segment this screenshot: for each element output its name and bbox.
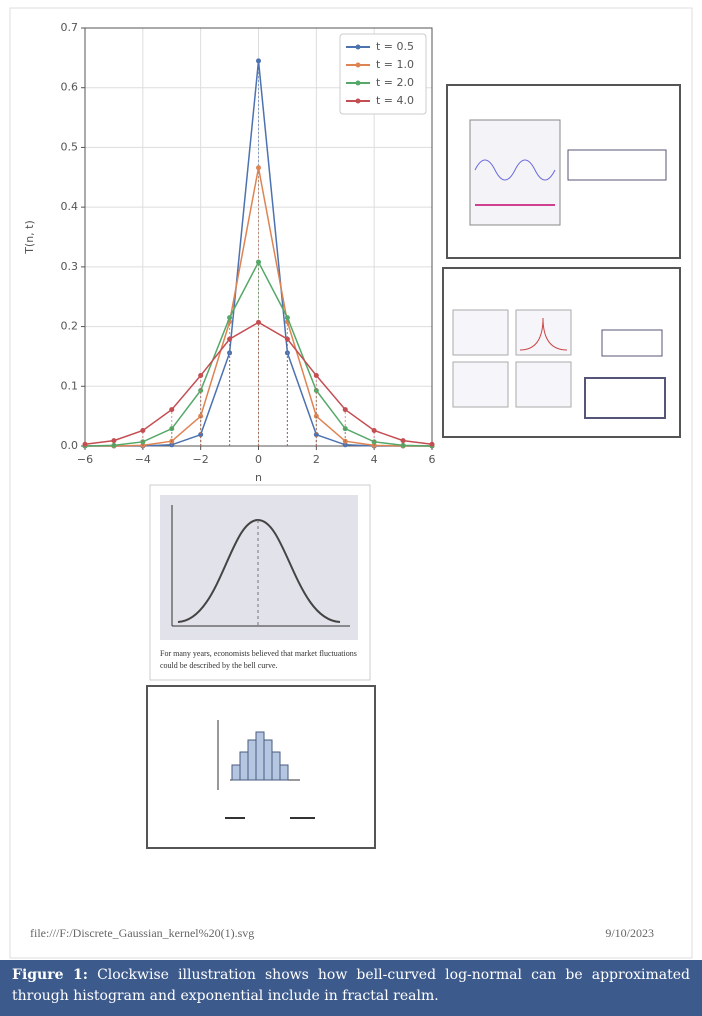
panel-graph [469,119,561,226]
y-tick-label: 0.4 [61,200,79,213]
marker [256,58,261,64]
marker [198,373,204,379]
y-tick-label: 0.5 [61,140,79,153]
marker [256,319,261,325]
legend-marker [355,80,361,86]
panel-formula [601,329,663,357]
x-tick-label: 4 [371,453,378,466]
panel-formula [567,149,667,181]
legend-label: t = 1.0 [376,58,414,71]
marker [227,315,233,321]
y-tick-label: 0.1 [61,379,79,392]
marker [256,165,261,171]
inset-caption: For many years, economists believed that… [160,649,357,670]
panel-graph [452,309,509,356]
legend-label: t = 4.0 [376,94,414,107]
legend-marker [355,98,361,104]
marker [313,432,319,438]
y-tick-label: 0.7 [61,21,79,34]
marker [82,441,88,447]
figure: 0.0 0.1 0.2 0.3 0.4 0.5 0.6 0.7 −6 −4 −2 0 2 4 6 n T(n, … [9,7,693,959]
y-tick-label: 0.2 [61,320,79,333]
panel-formula [584,377,666,419]
panel-curve [474,159,556,181]
marker [169,407,175,413]
caption-label: Figure 1: [12,967,88,983]
file-path: file:///F:/Discrete_Gaussian_kernel%20(1… [30,926,255,940]
marker [313,373,319,379]
x-tick-label: −2 [193,453,209,466]
marker [429,441,435,447]
x-tick-label: −6 [77,453,93,466]
panel-graph [515,309,572,356]
panel-graph [452,361,509,408]
marker [371,427,377,433]
legend-label: t = 0.5 [376,40,414,53]
marker [400,438,406,444]
panel-graph [515,361,572,408]
caption-text: Clockwise illustration shows how bell-cu… [12,967,691,1004]
x-tick-label: 0 [255,453,262,466]
hist-bars [231,731,289,781]
figure-caption: Figure 1: Clockwise illustration shows h… [0,960,702,1016]
legend-box [339,33,427,115]
page-border [9,7,693,959]
x-tick-label: 6 [429,453,436,466]
marker [198,432,204,438]
date: 9/10/2023 [605,926,654,940]
x-tick-label: −4 [135,453,151,466]
y-tick-label: 0.0 [61,439,79,452]
marker [284,336,290,342]
legend-marker [355,62,361,68]
panel-curve [519,317,568,351]
marker [256,259,261,265]
marker [313,387,319,393]
marker [227,336,233,342]
y-tick-label: 0.3 [61,260,79,273]
marker [111,438,117,444]
x-tick-label: 2 [313,453,320,466]
legend-label: t = 2.0 [376,76,414,89]
marker [342,407,348,413]
marker [140,427,146,433]
footer: file:///F:/Discrete_Gaussian_kernel%20(1… [30,926,654,941]
marker [198,387,204,393]
x-axis-label: n [255,471,262,484]
y-axis-label: T(n, t) [23,220,36,255]
marker [284,315,290,321]
y-tick-label: 0.6 [61,81,79,94]
legend-marker [355,44,361,50]
